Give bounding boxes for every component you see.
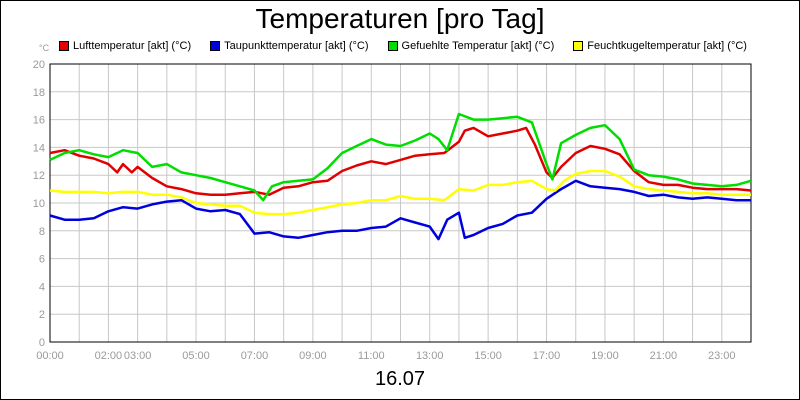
x-tick-label: 03:00: [124, 350, 152, 362]
series-line-1: [49, 126, 752, 196]
y-tick-label: 8: [39, 226, 45, 238]
legend-item-4: Feuchtkugeltemperatur [akt] (°C): [573, 39, 747, 53]
y-tick-label: 2: [39, 309, 45, 321]
series-line-2: [49, 179, 751, 241]
y-tick-label: 16: [33, 115, 45, 127]
y-unit-label: °C: [39, 43, 50, 53]
legend: Lufttemperatur [akt] (°C) Taupunkttempera…: [59, 39, 766, 53]
y-tick-label: 18: [33, 87, 45, 99]
date-label: 16.07: [374, 368, 426, 390]
legend-swatch-3: [387, 41, 398, 51]
legend-item-2: Taupunkttemperatur [akt] (°C): [210, 39, 369, 53]
x-tick-label: 23:00: [708, 350, 736, 362]
x-tick-label: 02:00: [95, 350, 123, 362]
x-tick-label: 00:00: [36, 350, 64, 362]
plot-border: [49, 63, 752, 343]
x-tick-label: 17:00: [533, 350, 561, 362]
y-tick-label: 12: [33, 170, 45, 182]
legend-label-4: Feuchtkugeltemperatur [akt] (°C): [587, 40, 747, 52]
x-tick-label: 21:00: [650, 350, 678, 362]
x-tick-label: 11:00: [358, 350, 385, 362]
x-tick-label: 15:00: [474, 350, 502, 362]
x-tick-label: 09:00: [299, 350, 327, 362]
series-line-3: [49, 112, 752, 202]
series-line-4: [49, 169, 751, 216]
y-tick-label: 4: [39, 281, 45, 293]
legend-label-1: Lufttemperatur [akt] (°C): [73, 40, 192, 52]
legend-label-3: Gefuehlte Temperatur [akt] (°C): [401, 40, 555, 52]
chart-title: Temperaturen [pro Tag]: [255, 3, 545, 34]
legend-item-1: Lufttemperatur [akt] (°C): [59, 39, 191, 53]
y-tick-label: 0: [39, 337, 45, 349]
y-tick-label: 14: [33, 142, 45, 154]
legend-item-3: Gefuehlte Temperatur [akt] (°C): [387, 39, 555, 53]
y-tick-label: 10: [33, 198, 45, 210]
legend-swatch-2: [210, 41, 221, 51]
x-tick-label: 05:00: [182, 350, 210, 362]
legend-swatch-4: [573, 41, 584, 51]
y-tick-label: 6: [39, 254, 45, 266]
x-tick-label: 07:00: [241, 350, 269, 362]
y-tick-label: 20: [33, 59, 45, 71]
legend-label-2: Taupunkttemperatur [akt] (°C): [224, 40, 369, 52]
x-tick-label: 19:00: [591, 350, 619, 362]
legend-swatch-1: [59, 41, 69, 51]
x-tick-label: 13:00: [416, 350, 444, 362]
